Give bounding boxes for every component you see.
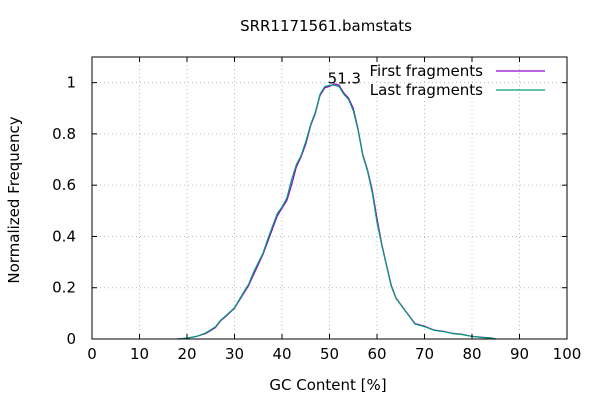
y-axis-label: Normalized Frequency	[5, 116, 23, 283]
series-layer	[177, 83, 496, 340]
x-tick-label: 30	[225, 345, 244, 363]
series-line-last-fragments	[177, 84, 496, 340]
x-tick-label: 40	[272, 345, 291, 363]
y-tick-label: 1	[66, 74, 76, 92]
x-tick-label: 80	[462, 345, 481, 363]
x-tick-label: 90	[510, 345, 529, 363]
y-tick-label: 0	[66, 330, 76, 348]
x-tick-label: 60	[367, 345, 386, 363]
y-tick-label: 0.6	[52, 176, 76, 194]
grid-layer	[92, 57, 567, 339]
chart-title: SRR1171561.bamstats	[240, 17, 412, 35]
x-tick-label: 70	[415, 345, 434, 363]
y-tick-label: 0.2	[52, 279, 76, 297]
peak-annotation: 51.3	[328, 70, 361, 88]
plot-frame	[91, 56, 568, 340]
y-tick-label: 0.8	[52, 125, 76, 143]
x-tick-label: 100	[553, 345, 582, 363]
y-tick-label: 0.4	[52, 227, 76, 245]
x-tick-label: 0	[87, 345, 97, 363]
x-tick-label: 10	[130, 345, 149, 363]
x-axis-label: GC Content [%]	[269, 376, 386, 394]
tick-layer: 0 10 20 30 40 50 60 70 80 90 100 0 0.2 0.4 0.6 0.8 1	[52, 57, 581, 363]
legend-label: First fragments	[369, 62, 483, 80]
legend-label: Last fragments	[370, 81, 483, 99]
x-tick-label: 20	[177, 345, 196, 363]
series-line-first-fragments	[177, 83, 496, 340]
x-tick-label: 50	[320, 345, 339, 363]
